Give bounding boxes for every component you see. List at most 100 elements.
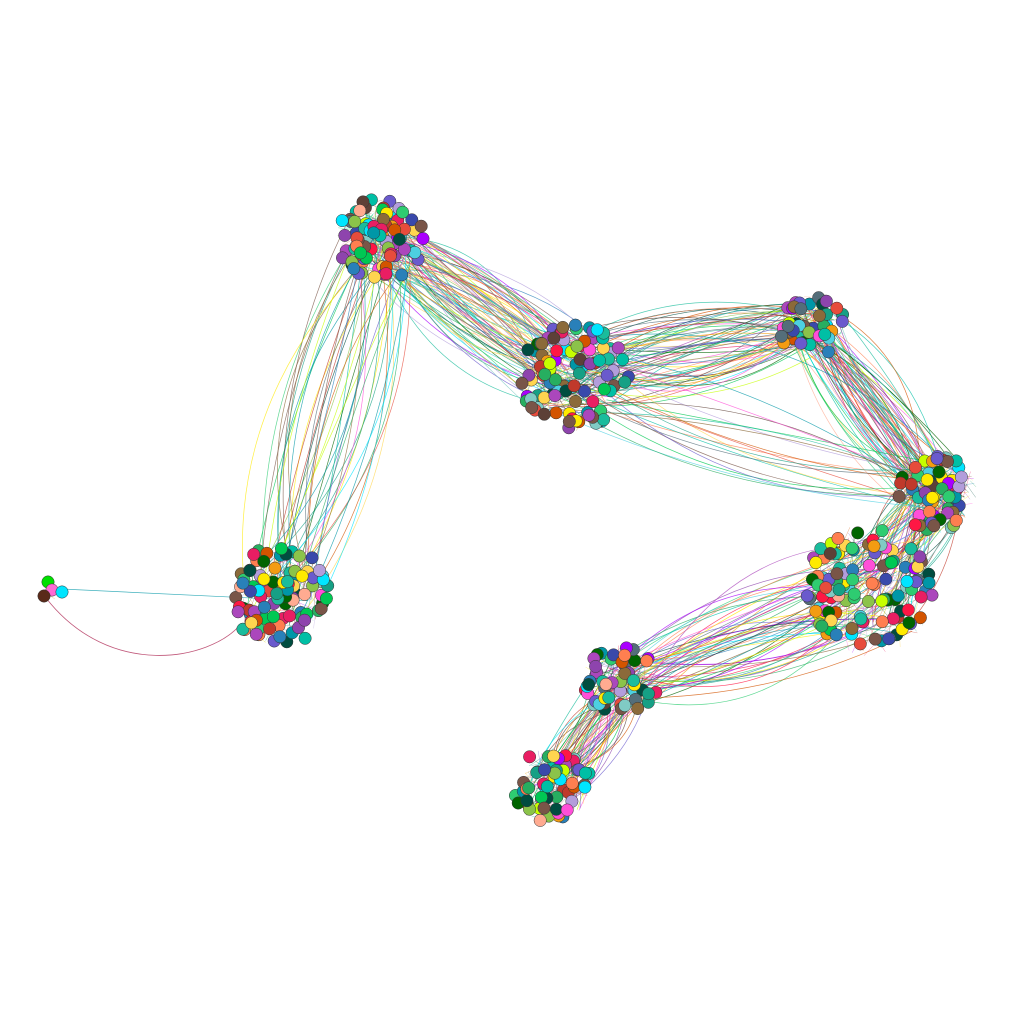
graph-node	[383, 249, 397, 263]
graph-node	[416, 232, 430, 246]
graph-node	[55, 585, 69, 599]
graph-node	[930, 452, 944, 466]
graph-node	[894, 476, 908, 490]
graph-node	[925, 491, 939, 505]
graph-node	[908, 460, 922, 474]
graph-node	[599, 677, 613, 691]
graph-node	[405, 213, 419, 227]
graph-node	[618, 648, 632, 662]
graph-edge	[799, 326, 929, 478]
graph-node	[547, 331, 561, 345]
cluster-f	[229, 542, 335, 649]
graph-node	[922, 576, 936, 590]
graph-node	[900, 574, 914, 588]
graph-node	[913, 611, 927, 625]
graph-edge	[634, 547, 827, 708]
graph-edge	[249, 251, 366, 573]
graph-node	[593, 354, 606, 367]
graph-edge	[634, 623, 846, 706]
graph-node	[550, 344, 564, 358]
graph-edge	[557, 409, 954, 488]
graph-node	[353, 204, 367, 218]
graph-edge	[621, 630, 913, 699]
graph-node	[578, 780, 592, 794]
graph-node	[572, 366, 586, 380]
graph-edge	[611, 334, 794, 392]
cluster-i	[37, 575, 69, 603]
graph-node	[537, 801, 551, 815]
graph-node	[257, 572, 271, 586]
graph-node	[875, 594, 889, 608]
cluster-c	[775, 291, 850, 359]
graph-edge	[299, 234, 402, 571]
graph-node	[892, 490, 906, 503]
graph-node	[538, 367, 552, 381]
graph-node	[244, 616, 258, 630]
graph-node	[522, 781, 536, 795]
graph-node	[367, 226, 381, 240]
graph-node	[640, 654, 654, 668]
cluster-h	[508, 749, 596, 827]
graph-edge	[395, 267, 579, 413]
graph-edge	[250, 219, 378, 589]
graph-node	[548, 389, 562, 403]
graph-node	[891, 589, 905, 603]
graph-node	[263, 622, 277, 636]
graph-node	[582, 408, 596, 422]
graph-node	[590, 323, 604, 337]
graph-node	[927, 519, 941, 533]
graph-node	[602, 691, 616, 705]
graph-edge	[316, 562, 318, 564]
graph-node	[597, 413, 611, 427]
graph-edge	[634, 552, 851, 667]
graph-node	[257, 554, 271, 568]
graph-node	[861, 594, 875, 608]
graph-edge	[800, 347, 922, 476]
graph-node	[379, 267, 393, 281]
graph-edge	[590, 378, 940, 497]
graph-edge	[544, 323, 803, 347]
graph-node	[847, 587, 861, 601]
graph-edge	[287, 265, 411, 581]
graph-node	[886, 612, 900, 626]
graph-node	[298, 631, 312, 645]
graph-node	[578, 766, 592, 780]
graph-node	[914, 590, 928, 604]
graph-edge	[577, 412, 919, 496]
graph-node	[396, 205, 410, 219]
graph-node	[954, 470, 968, 484]
graph-node	[862, 558, 876, 572]
graph-edge	[557, 704, 625, 781]
graph-node	[949, 514, 963, 527]
graph-edge	[630, 567, 899, 702]
graph-node	[875, 615, 889, 629]
graph-node	[809, 604, 823, 618]
graph-node	[313, 563, 326, 577]
graph-node	[904, 477, 918, 491]
graph-node	[515, 376, 529, 390]
graph-node	[568, 318, 582, 332]
graph-node	[618, 699, 632, 712]
graph-edge	[907, 630, 918, 634]
graph-node	[538, 763, 551, 777]
graph-node	[597, 382, 611, 396]
graph-node	[942, 490, 956, 504]
graph-node	[347, 262, 361, 276]
graph-node	[829, 628, 843, 642]
graph-node	[920, 473, 934, 487]
graph-node	[535, 337, 549, 351]
graph-node	[902, 616, 916, 630]
graph-node	[809, 556, 823, 570]
graph-node	[570, 339, 584, 353]
graph-node	[547, 749, 561, 763]
graph-node	[533, 813, 547, 827]
graph-node	[569, 395, 582, 408]
cluster-a	[335, 193, 430, 284]
graph-node	[818, 327, 832, 341]
graph-node	[882, 632, 896, 646]
graph-node	[815, 619, 829, 633]
graph-node	[800, 589, 814, 603]
graph-node	[249, 627, 263, 641]
graph-node	[266, 610, 280, 624]
